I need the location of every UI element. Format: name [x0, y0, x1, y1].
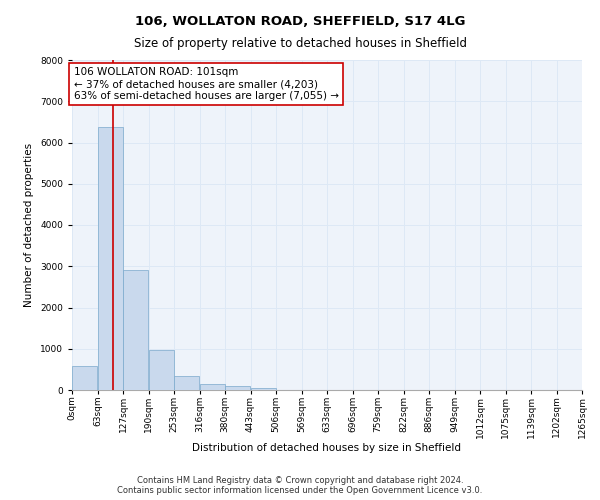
Bar	[149, 350, 174, 390]
Bar	[123, 270, 148, 390]
Text: 106, WOLLATON ROAD, SHEFFIELD, S17 4LG: 106, WOLLATON ROAD, SHEFFIELD, S17 4LG	[135, 15, 465, 28]
Y-axis label: Number of detached properties: Number of detached properties	[25, 143, 34, 307]
Text: Contains HM Land Registry data © Crown copyright and database right 2024.
Contai: Contains HM Land Registry data © Crown c…	[118, 476, 482, 495]
Bar	[225, 386, 250, 390]
Bar	[251, 388, 276, 390]
Text: Size of property relative to detached houses in Sheffield: Size of property relative to detached ho…	[133, 38, 467, 51]
X-axis label: Distribution of detached houses by size in Sheffield: Distribution of detached houses by size …	[193, 443, 461, 453]
Bar	[200, 384, 225, 390]
Bar	[72, 366, 97, 390]
Bar	[98, 127, 123, 390]
Bar	[174, 376, 199, 390]
Text: 106 WOLLATON ROAD: 101sqm
← 37% of detached houses are smaller (4,203)
63% of se: 106 WOLLATON ROAD: 101sqm ← 37% of detac…	[74, 68, 338, 100]
